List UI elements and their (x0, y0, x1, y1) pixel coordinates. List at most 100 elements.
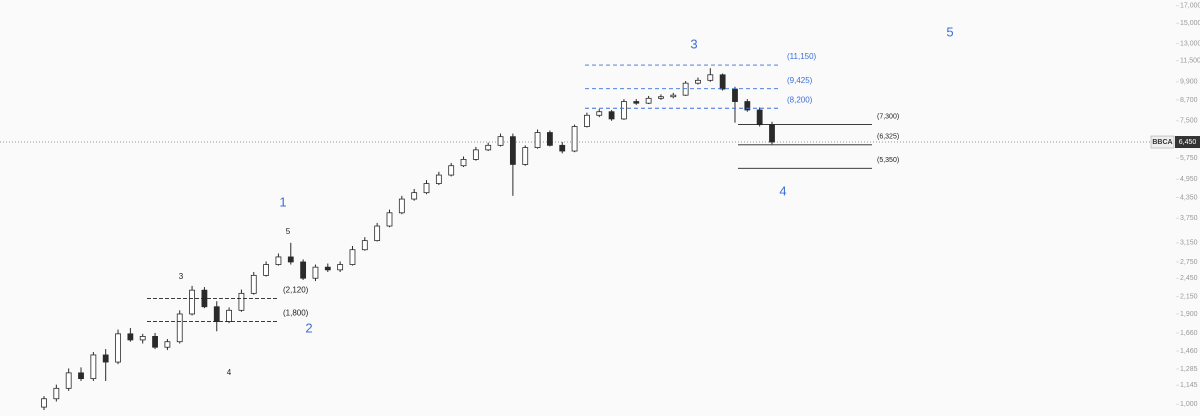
candle-body (139, 335, 146, 341)
level-label: (9,425) (787, 76, 813, 85)
y-tick-label: 3,750 (1180, 215, 1198, 222)
candle-body (275, 256, 282, 265)
y-tick-label: 8,700 (1180, 97, 1198, 104)
candle-body (374, 225, 381, 242)
candle-body (386, 212, 393, 227)
y-tick-label: 17,000 (1180, 3, 1200, 10)
candle-body (398, 198, 405, 214)
candle-body (263, 264, 270, 276)
candle-body (621, 101, 627, 120)
candle-body (596, 111, 603, 116)
y-tick-label: 2,450 (1180, 275, 1198, 282)
wave-label: 5 (946, 24, 953, 39)
candle-body (448, 165, 455, 176)
symbol-label: BBCA (1152, 139, 1172, 146)
candle-body (645, 97, 652, 104)
candle-body (176, 313, 183, 343)
candle-body (324, 266, 331, 271)
y-tick-label: 1,145 (1180, 382, 1198, 389)
candle-body (115, 333, 121, 363)
level-label: (8,200) (787, 95, 813, 104)
candle-body (411, 192, 418, 200)
candle-body (522, 147, 529, 165)
candle-body (546, 132, 553, 146)
candle-body (744, 101, 751, 111)
y-tick-label: 11,500 (1180, 58, 1200, 65)
symbol-box (1150, 135, 1175, 149)
candle-body (287, 256, 294, 263)
y-tick-label: 5,750 (1180, 155, 1198, 162)
wave-label: 2 (305, 320, 312, 335)
wave-label: 3 (690, 36, 697, 51)
candle-body (349, 249, 356, 265)
candle-body (460, 159, 467, 167)
candle-body (41, 398, 47, 408)
y-tick-label: 7,500 (1180, 118, 1198, 125)
candle-body (250, 274, 257, 294)
candle-body (226, 309, 232, 322)
level-label: (6,325) (877, 134, 899, 141)
candle-body (485, 144, 492, 151)
candle-body (670, 94, 677, 98)
candle-body (164, 341, 171, 348)
candle-body (695, 79, 701, 84)
wave-label: 1 (279, 194, 286, 209)
candle-body (571, 126, 578, 152)
y-tick-label: 4,950 (1180, 176, 1198, 183)
candle-body (497, 136, 504, 146)
candle-body (584, 114, 590, 127)
candle-body (127, 333, 134, 341)
candle-body (559, 144, 566, 152)
candle-body (53, 387, 60, 400)
y-tick-label: 2,150 (1180, 293, 1198, 300)
candle-body (213, 306, 220, 322)
subwave-label: 5 (286, 227, 291, 236)
candle-body (189, 289, 195, 315)
price-box (1175, 136, 1200, 149)
candle-body (78, 372, 84, 380)
candle-body (300, 261, 307, 279)
candle-body (361, 240, 368, 251)
candle-body (238, 292, 245, 311)
candle-body (534, 132, 541, 148)
y-tick-label: 13,000 (1180, 40, 1200, 47)
y-tick-label: 3,150 (1180, 240, 1198, 247)
candle-body (472, 149, 479, 160)
candle-body (337, 264, 344, 271)
subwave-label: 3 (179, 272, 184, 281)
candle-body (102, 354, 109, 363)
y-tick-label: 15,000 (1180, 20, 1200, 27)
candle-body (435, 174, 442, 184)
candle-body (732, 88, 738, 102)
candle-body (682, 82, 689, 96)
y-tick-label: 2,750 (1180, 259, 1198, 266)
candle-body (658, 96, 664, 99)
level-label: (1,800) (283, 309, 309, 318)
candle-body (608, 111, 615, 120)
candle-body (65, 372, 72, 389)
y-tick-label: 1,460 (1180, 348, 1198, 355)
candle-body (707, 74, 714, 81)
y-tick-label: 4,350 (1180, 194, 1198, 201)
candle-body (312, 266, 319, 279)
y-tick-label: 1,000 (1180, 401, 1198, 408)
level-label: (7,300) (877, 113, 899, 120)
y-tick-label: 1,660 (1180, 330, 1198, 337)
level-label: (5,350) (877, 157, 899, 164)
candle-body (152, 335, 158, 348)
subwave-label: 4 (227, 368, 232, 377)
level-label: (11,150) (787, 52, 817, 61)
candle-body (769, 124, 775, 143)
y-tick-label: 9,900 (1180, 79, 1198, 86)
candle-body (90, 354, 97, 380)
y-tick-label: 1,285 (1180, 366, 1198, 373)
candle-body (719, 74, 726, 90)
price-label: 6,450 (1179, 139, 1197, 146)
candle-body (423, 183, 430, 194)
candle-body (633, 101, 640, 104)
candle-body (509, 136, 516, 165)
candle-body (756, 109, 763, 126)
level-label: (2,120) (283, 286, 309, 295)
